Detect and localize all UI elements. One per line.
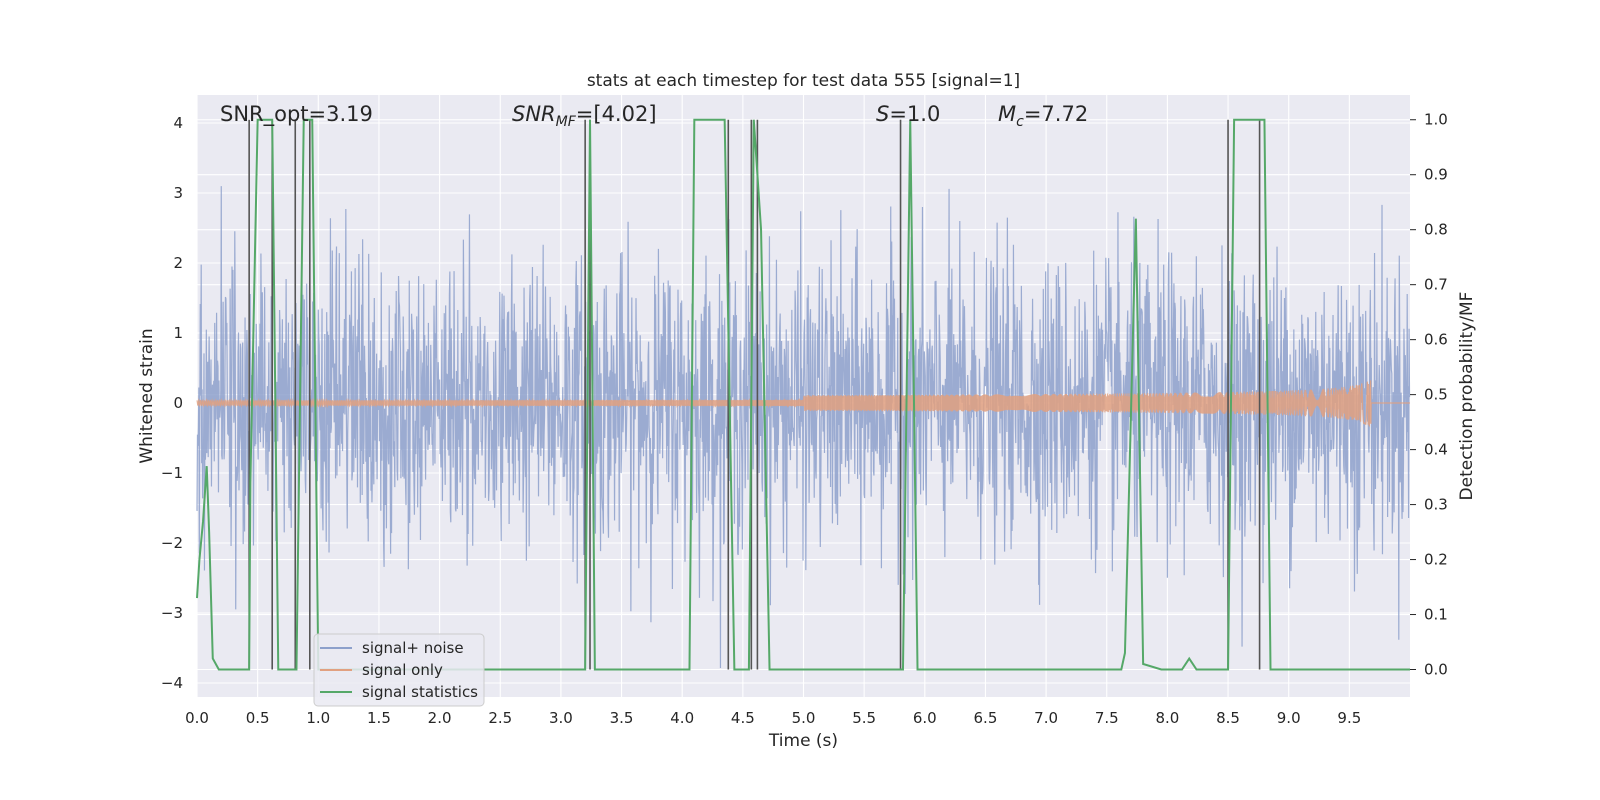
x-tick-label: 2.0 [428, 709, 452, 727]
x-tick-label: 1.5 [367, 709, 391, 727]
x-tick-label: 7.0 [1034, 709, 1058, 727]
signal-statistics-series [196, 118, 1410, 671]
annotation-snr-mf: SNRMF=[4.02] [512, 102, 657, 130]
legend-label-signal-only: signal only [362, 661, 443, 679]
right-y-tick-label: 0.6 [1424, 331, 1448, 349]
legend-label-signal-noise: signal+ noise [362, 639, 464, 657]
annotation-s-value: =1.0 [889, 102, 940, 126]
x-axis-ticks: 0.0 0.5 1.0 1.5 2.0 2.5 3.0 3.5 4.0 4.5 5.0 5.5 6.0 6… [185, 709, 1361, 727]
x-tick-label: 3.0 [549, 709, 573, 727]
left-y-tick-label: 0 [173, 394, 183, 412]
x-tick-label: 3.5 [610, 709, 634, 727]
left-y-tick-label: 3 [173, 184, 183, 202]
x-tick-label: 8.0 [1155, 709, 1179, 727]
x-tick-label: 5.5 [852, 709, 876, 727]
annotation-mc: Mc=7.72 [998, 102, 1088, 130]
right-y-tick-label: 0.9 [1424, 166, 1448, 184]
x-tick-label: 6.0 [913, 709, 937, 727]
left-y-tick-label: 1 [173, 324, 183, 342]
annotation-mc-name: M [998, 102, 1016, 126]
legend: signal+ noise signal only signal statist… [313, 633, 485, 707]
x-tick-label: 8.5 [1216, 709, 1240, 727]
annotation-snr-mf-sub: MF [556, 114, 577, 130]
right-y-tick-label: 1.0 [1424, 111, 1448, 129]
chart-title: stats at each timestep for test data 555… [587, 71, 1020, 91]
annotation-s: S=1.0 [876, 102, 940, 126]
x-tick-label: 5.0 [792, 709, 816, 727]
x-axis-label: Time (s) [768, 731, 838, 751]
left-y-tick-label: −3 [161, 604, 183, 622]
right-y-axis-label: Detection probability/MF [1457, 292, 1477, 501]
legend-box [313, 633, 485, 707]
x-tick-label: 0.0 [185, 709, 209, 727]
right-y-tick-label: 0.7 [1424, 276, 1448, 294]
annotation-snr-mf-name: SNR [512, 102, 556, 126]
signal-noise-series [196, 186, 1411, 669]
annotation-snr-mf-value: =[4.02] [576, 102, 657, 126]
left-y-axis-label: Whitened strain [137, 328, 157, 463]
annotation-mc-value: =7.72 [1024, 102, 1088, 126]
right-y-tick-label: 0.1 [1424, 606, 1448, 624]
right-y-tick-label: 0.2 [1424, 551, 1448, 569]
annotation-mc-sub: c [1016, 114, 1024, 130]
annotation-snr-opt: SNR_opt=3.19 [220, 102, 373, 127]
right-y-tick-label: 0.0 [1424, 661, 1448, 679]
x-tick-label: 0.5 [246, 709, 270, 727]
x-tick-label: 9.0 [1277, 709, 1301, 727]
x-tick-label: 4.5 [731, 709, 755, 727]
x-tick-label: 1.0 [306, 709, 330, 727]
left-y-tick-label: −1 [161, 464, 183, 482]
x-tick-label: 9.5 [1337, 709, 1361, 727]
x-tick-label: 2.5 [488, 709, 512, 727]
right-y-tick-label: 0.3 [1424, 496, 1448, 514]
signal-only-line [196, 380, 1410, 427]
legend-label-signal-statistics: signal statistics [362, 683, 478, 701]
x-tick-label: 4.0 [670, 709, 694, 727]
right-y-tick-label: 0.8 [1424, 221, 1448, 239]
signal-only-series [196, 380, 1410, 427]
right-y-tick-label: 0.4 [1424, 441, 1448, 459]
signal-statistics-line [196, 118, 1410, 671]
right-y-tick-label: 0.5 [1424, 386, 1448, 404]
x-tick-label: 7.5 [1095, 709, 1119, 727]
left-y-axis-ticks: 4 3 2 1 0 −1 −2 −3 −4 [161, 114, 183, 692]
left-y-tick-label: 4 [173, 114, 183, 132]
left-y-tick-label: −4 [161, 674, 183, 692]
left-y-tick-label: −2 [161, 534, 183, 552]
annotation-s-name: S [876, 102, 889, 126]
x-tick-label: 6.5 [974, 709, 998, 727]
signal-noise-line [196, 186, 1411, 669]
right-y-axis-ticks: 1.0 0.9 0.8 0.7 0.6 0.5 0.4 0.3 0.2 0.1 0.0 [1410, 111, 1448, 679]
left-y-tick-label: 2 [173, 254, 183, 272]
